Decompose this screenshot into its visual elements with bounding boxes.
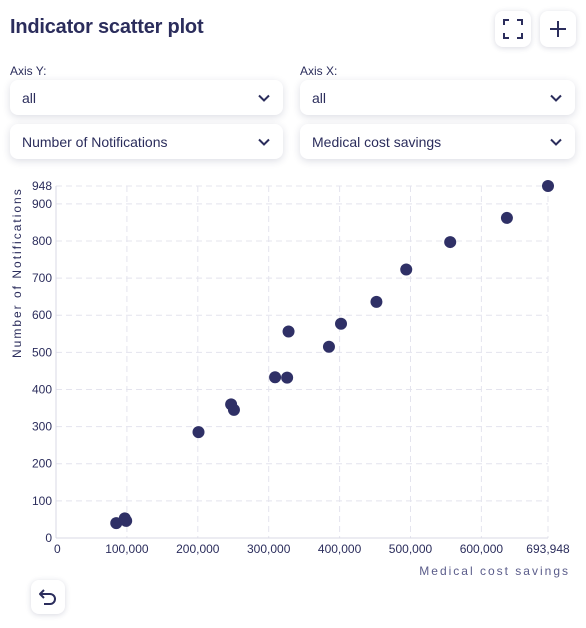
x-tick-label: 100,000 xyxy=(105,542,149,556)
data-point xyxy=(500,211,513,224)
axis-y-filter-select[interactable]: all xyxy=(10,80,283,115)
chevron-down-icon xyxy=(550,94,562,102)
data-point xyxy=(120,514,133,527)
data-point xyxy=(370,295,383,308)
axis-x-indicator-value: Medical cost savings xyxy=(312,133,442,150)
x-tick-label: 693,948 xyxy=(526,542,570,556)
y-tick-label: 900 xyxy=(32,197,52,211)
axis-y-filter-value: all xyxy=(22,89,37,106)
y-tick-label: 200 xyxy=(32,457,52,471)
x-tick-label: 300,000 xyxy=(247,542,291,556)
page-title: Indicator scatter plot xyxy=(10,16,204,38)
data-point xyxy=(400,263,413,276)
add-button[interactable] xyxy=(540,11,576,47)
data-point xyxy=(269,371,282,384)
undo-icon xyxy=(39,589,56,605)
y-tick-label: 600 xyxy=(32,308,52,322)
x-tick-label: 200,000 xyxy=(176,542,220,556)
y-tick-label: 800 xyxy=(32,234,52,248)
data-point xyxy=(335,317,348,330)
y-tick-label: 0 xyxy=(45,531,52,545)
scatter-chart: 0 100 200 300 400 500 600 700 800 900 948 0 100,000 2… xyxy=(10,179,570,578)
axis-y-indicator-select[interactable]: Number of Notifications xyxy=(10,124,283,159)
y-tick-label: 300 xyxy=(32,420,52,434)
y-axis-title: Number of Notifications xyxy=(10,187,24,358)
data-point xyxy=(227,403,240,416)
y-tick-label: 948 xyxy=(32,179,52,193)
x-axis-title: Medical cost savings xyxy=(419,564,570,578)
undo-button[interactable] xyxy=(31,580,65,614)
axis-x-filter-value: all xyxy=(312,89,327,106)
chevron-down-icon xyxy=(258,138,270,146)
data-point xyxy=(542,180,554,192)
y-tick-label: 400 xyxy=(32,382,52,396)
x-tick-label: 600,000 xyxy=(460,542,504,556)
data-point xyxy=(192,426,205,439)
y-tick-label: 500 xyxy=(32,345,52,359)
x-tick-label: 500,000 xyxy=(389,542,433,556)
chevron-down-icon xyxy=(550,138,562,146)
axis-x-label: Axis X: xyxy=(300,64,338,78)
data-point xyxy=(282,325,295,338)
y-tick-label: 700 xyxy=(32,271,52,285)
x-tick-label: 400,000 xyxy=(318,542,362,556)
expand-icon xyxy=(503,19,523,39)
data-point xyxy=(281,371,294,384)
plus-icon xyxy=(550,21,566,37)
scatter-chart-container: 0 100 200 300 400 500 600 700 800 900 948 0 100,000 2… xyxy=(0,170,586,585)
axis-x-filter-select[interactable]: all xyxy=(300,80,575,115)
data-point xyxy=(444,236,457,249)
axis-x-indicator-select[interactable]: Medical cost savings xyxy=(300,124,575,159)
chevron-down-icon xyxy=(258,94,270,102)
axis-y-label: Axis Y: xyxy=(10,64,47,78)
data-point xyxy=(322,340,335,353)
axis-y-indicator-value: Number of Notifications xyxy=(22,133,168,150)
x-tick-label: 0 xyxy=(54,542,61,556)
expand-button[interactable] xyxy=(495,11,531,47)
y-tick-label: 100 xyxy=(32,494,52,508)
